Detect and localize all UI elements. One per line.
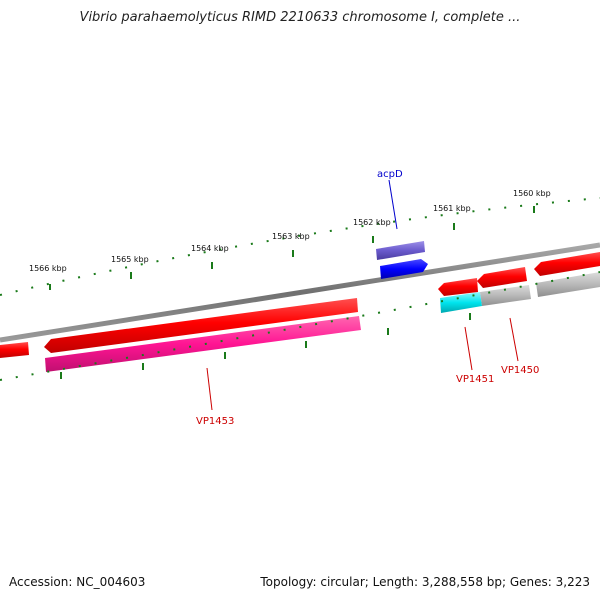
leader-acpD: [388, 179, 398, 230]
gene-acpD-purple[interactable]: [376, 241, 425, 260]
cds-vp1450[interactable]: [477, 267, 527, 288]
label-vp1451[interactable]: VP1451: [456, 374, 494, 385]
map-title: Vibrio parahaemolyticus RIMD 2210633 chr…: [79, 10, 521, 25]
label-acpD[interactable]: acpD: [377, 169, 403, 180]
cds-vp1453[interactable]: [44, 298, 358, 353]
leader-vp1453: [206, 367, 213, 411]
scale-label-1562: 1562 kbp: [353, 218, 391, 227]
leader-vp1450: [509, 317, 519, 362]
label-vp1453[interactable]: VP1453: [196, 416, 234, 427]
genome-backbone: [0, 242, 600, 343]
leader-vp1451: [464, 326, 473, 371]
label-vp1450[interactable]: VP1450: [501, 365, 539, 376]
scale-label-1565: 1565 kbp: [111, 255, 149, 264]
gene-vp1450-grey[interactable]: [480, 285, 531, 306]
outer-scale-dots: [0, 197, 600, 296]
inner-scale-ticks: [60, 313, 471, 379]
gene-vp1451[interactable]: [440, 292, 482, 313]
gene-vp1453[interactable]: [45, 316, 361, 372]
scale-label-1564: 1564 kbp: [191, 244, 229, 253]
cds-right[interactable]: [534, 252, 600, 276]
gene-right-grey[interactable]: [536, 272, 600, 297]
cds-left-edge[interactable]: [0, 342, 29, 358]
inner-scale-dots: [0, 271, 600, 381]
topology-summary: Topology: circular; Length: 3,288,558 bp…: [260, 575, 590, 589]
scale-label-1560: 1560 kbp: [513, 189, 551, 198]
scale-label-1563: 1563 kbp: [272, 232, 310, 241]
scale-label-1561: 1561 kbp: [433, 204, 471, 213]
outer-scale-ticks: [49, 206, 535, 290]
accession-label: Accession: NC_004603: [9, 575, 146, 589]
scale-label-1566: 1566 kbp: [29, 264, 67, 273]
gene-acpD-blue[interactable]: [380, 259, 428, 279]
cds-vp1451[interactable]: [438, 278, 478, 296]
